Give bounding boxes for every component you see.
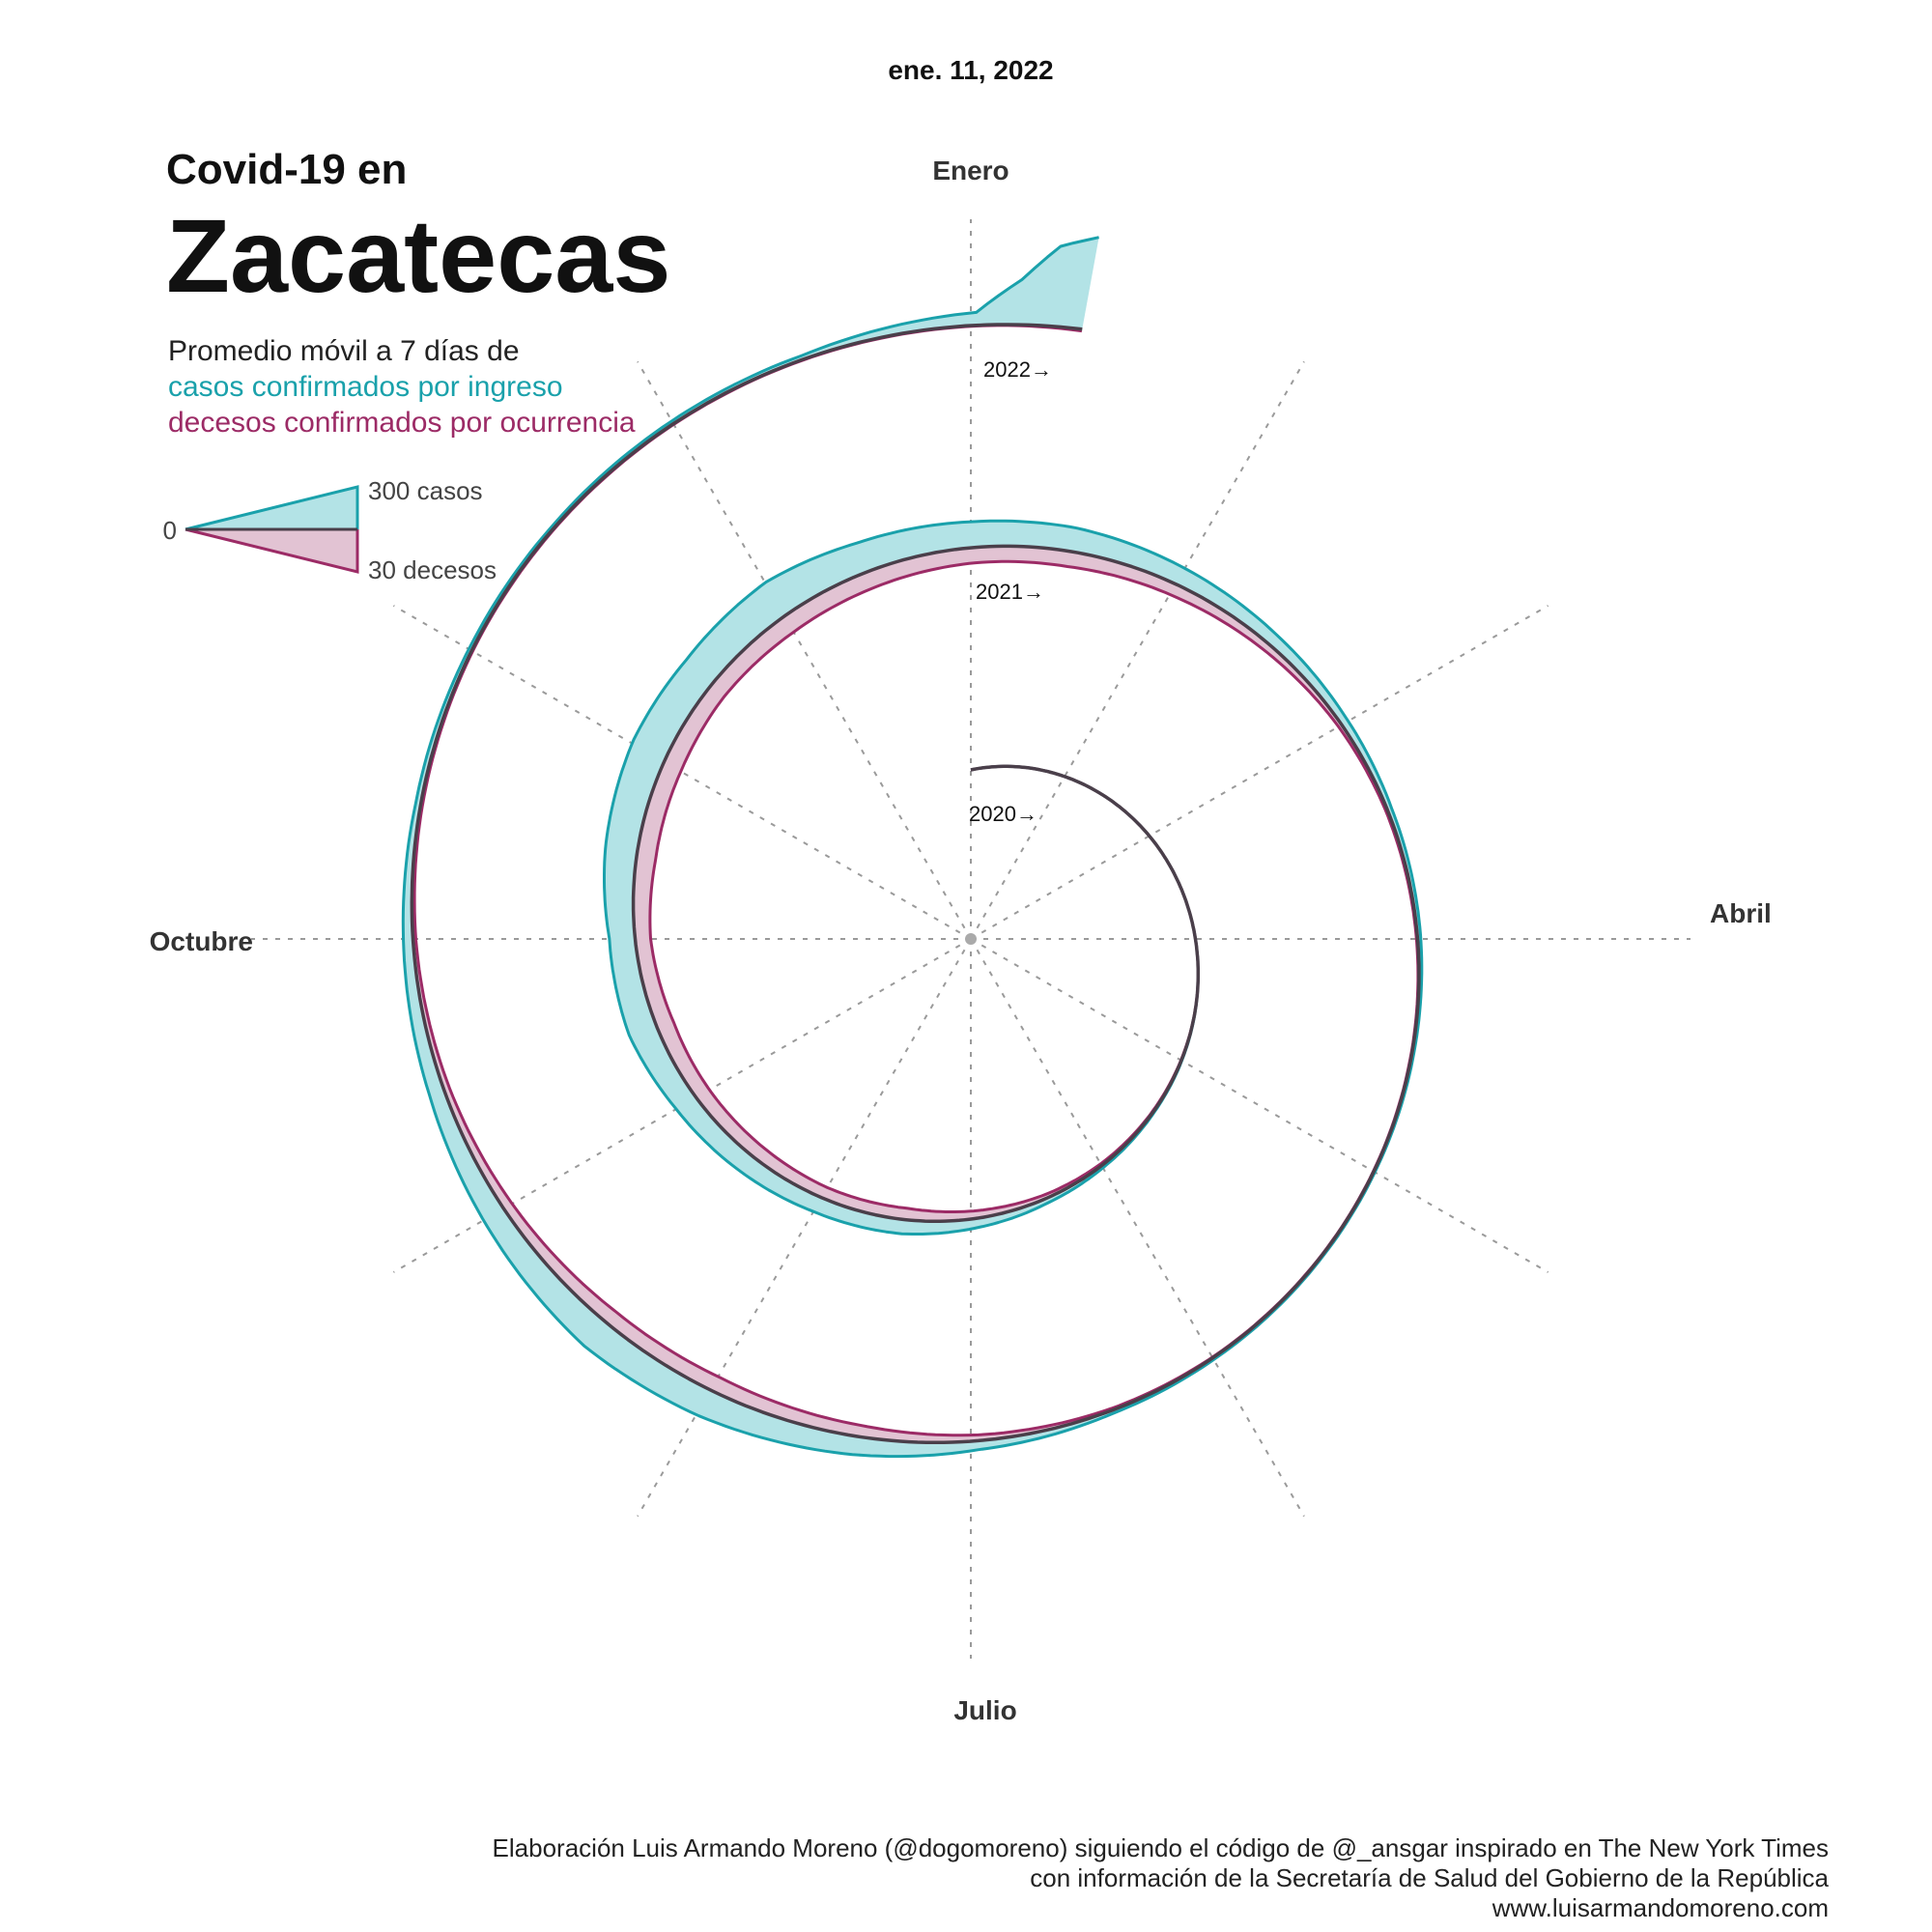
subtitle-cases: casos confirmados por ingreso [168,371,563,403]
month-label-julio: Julio [953,1695,1016,1725]
year-label-2020: 2020→ [969,802,1037,826]
grid-spoke [970,360,1305,940]
month-label-abril: Abril [1710,898,1772,928]
spiral-baseline [410,323,1421,1445]
spiral-series [401,236,1424,1459]
page-title: Zacatecas [166,197,670,314]
title-prefix: Covid-19 en [166,146,407,193]
credit-line-1: Elaboración Luis Armando Moreno (@dogomo… [493,1833,1829,1862]
subtitle: Promedio móvil a 7 días de [168,335,520,367]
legend-cases-label: 300 casos [368,476,483,505]
credit-line-3: www.luisarmandomoreno.com [1492,1893,1829,1922]
year-label-2021: 2021→ [976,580,1044,604]
grid-spoke [392,605,972,940]
legend: 0 300 casos 30 decesos [163,476,497,584]
legend-cases-edge [185,485,359,531]
legend-deaths-edge [185,527,359,574]
credit-line-2: con información de la Secretaría de Salu… [1030,1863,1829,1892]
legend-deaths-label: 30 decesos [368,555,497,584]
month-label-enero: Enero [932,156,1009,185]
grid-spoke [970,938,1305,1518]
month-label-octubre: Octubre [150,926,253,956]
date-label: ene. 11, 2022 [888,55,1053,85]
year-label-2022: 2022→ [983,357,1052,382]
deaths-area [412,325,1419,1443]
grid-spoke [637,360,972,940]
spiral-center-dot [965,933,977,945]
grid-spoke [970,605,1549,940]
legend-zero-label: 0 [163,516,177,545]
grid-spoke [970,938,1549,1273]
subtitle-deaths: decesos confirmados por ocurrencia [168,407,636,439]
grid-spoke [637,938,972,1518]
